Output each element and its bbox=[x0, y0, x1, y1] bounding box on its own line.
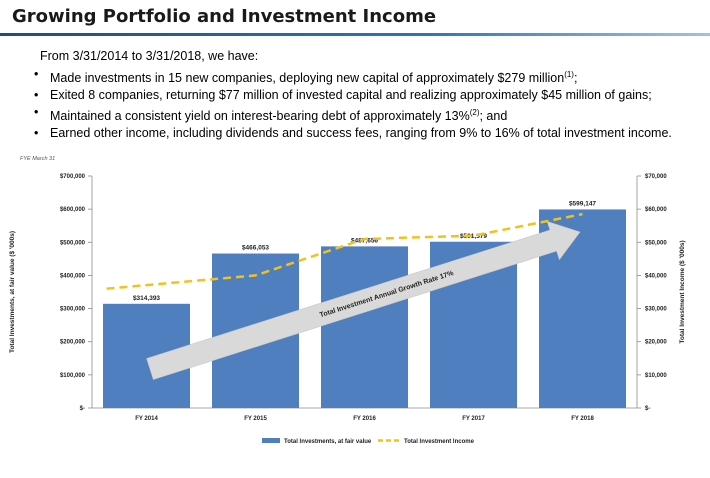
right-tick-label: $20,000 bbox=[645, 340, 667, 346]
bullet-text: Maintained a consistent yield on interes… bbox=[50, 109, 470, 123]
bullet-item: Earned other income, including dividends… bbox=[30, 125, 672, 142]
bullet-suffix: ; bbox=[574, 71, 577, 85]
bar-value-label: $599,147 bbox=[569, 200, 596, 207]
right-tick-label: $40,000 bbox=[645, 273, 667, 279]
bullet-text: Earned other income, including dividends… bbox=[50, 126, 672, 140]
right-tick-label: $50,000 bbox=[645, 240, 667, 246]
bullet-list: Made investments in 15 new companies, de… bbox=[30, 66, 672, 142]
bullet-item: Maintained a consistent yield on interes… bbox=[30, 104, 672, 125]
left-tick-label: $400,000 bbox=[60, 273, 86, 279]
legend-label-line: Total Investment Income bbox=[404, 439, 475, 445]
bar-3 bbox=[321, 246, 408, 408]
left-tick-label: $600,000 bbox=[60, 207, 86, 213]
right-tick-label: $- bbox=[645, 406, 650, 412]
bullet-item: Exited 8 companies, returning $77 millio… bbox=[30, 87, 672, 104]
right-tick-label: $70,000 bbox=[645, 174, 667, 180]
x-tick-label: FY 2017 bbox=[462, 416, 485, 422]
left-tick-label: $200,000 bbox=[60, 340, 86, 346]
fye-note: FYE March 31 bbox=[20, 156, 55, 162]
page-title: Growing Portfolio and Investment Income bbox=[12, 6, 436, 27]
intro-text: From 3/31/2014 to 3/31/2018, we have: bbox=[40, 49, 258, 63]
right-tick-label: $30,000 bbox=[645, 307, 667, 313]
right-tick-label: $60,000 bbox=[645, 207, 667, 213]
chart-container: FYE March 31 $- $100,000 $200,000 $300,000 $4… bbox=[0, 150, 710, 473]
left-axis-title: Total Investments, at fair value ($ '000… bbox=[9, 231, 16, 353]
x-tick-label: FY 2015 bbox=[244, 416, 267, 422]
left-tick-label: $100,000 bbox=[60, 373, 86, 379]
footnote-ref: (1) bbox=[564, 70, 574, 79]
bullet-text: Made investments in 15 new companies, de… bbox=[50, 71, 564, 85]
right-axis-title: Total Investment Income ($ '000s) bbox=[679, 240, 686, 343]
bullet-item: Made investments in 15 new companies, de… bbox=[30, 66, 672, 87]
right-tick-label: $10,000 bbox=[645, 373, 667, 379]
left-tick-label: $300,000 bbox=[60, 307, 86, 313]
bullet-text: Exited 8 companies, returning $77 millio… bbox=[50, 88, 652, 102]
bar-value-label: $466,053 bbox=[242, 245, 269, 252]
bullet-suffix: ; and bbox=[479, 109, 507, 123]
legend-swatch-bars bbox=[262, 438, 280, 443]
investment-chart: FYE March 31 $- $100,000 $200,000 $300,000 $4… bbox=[0, 150, 710, 473]
x-tick-label: FY 2014 bbox=[135, 416, 158, 422]
legend-label-bars: Total Investments, at fair value bbox=[284, 439, 372, 445]
title-bar: Growing Portfolio and Investment Income bbox=[0, 0, 710, 36]
x-tick-label: FY 2018 bbox=[571, 416, 594, 422]
bar-value-label: $314,393 bbox=[133, 295, 160, 302]
left-tick-label: $500,000 bbox=[60, 240, 86, 246]
x-tick-label: FY 2016 bbox=[353, 416, 376, 422]
left-tick-label: $- bbox=[80, 406, 85, 412]
left-tick-label: $700,000 bbox=[60, 174, 86, 180]
title-divider bbox=[0, 33, 710, 36]
